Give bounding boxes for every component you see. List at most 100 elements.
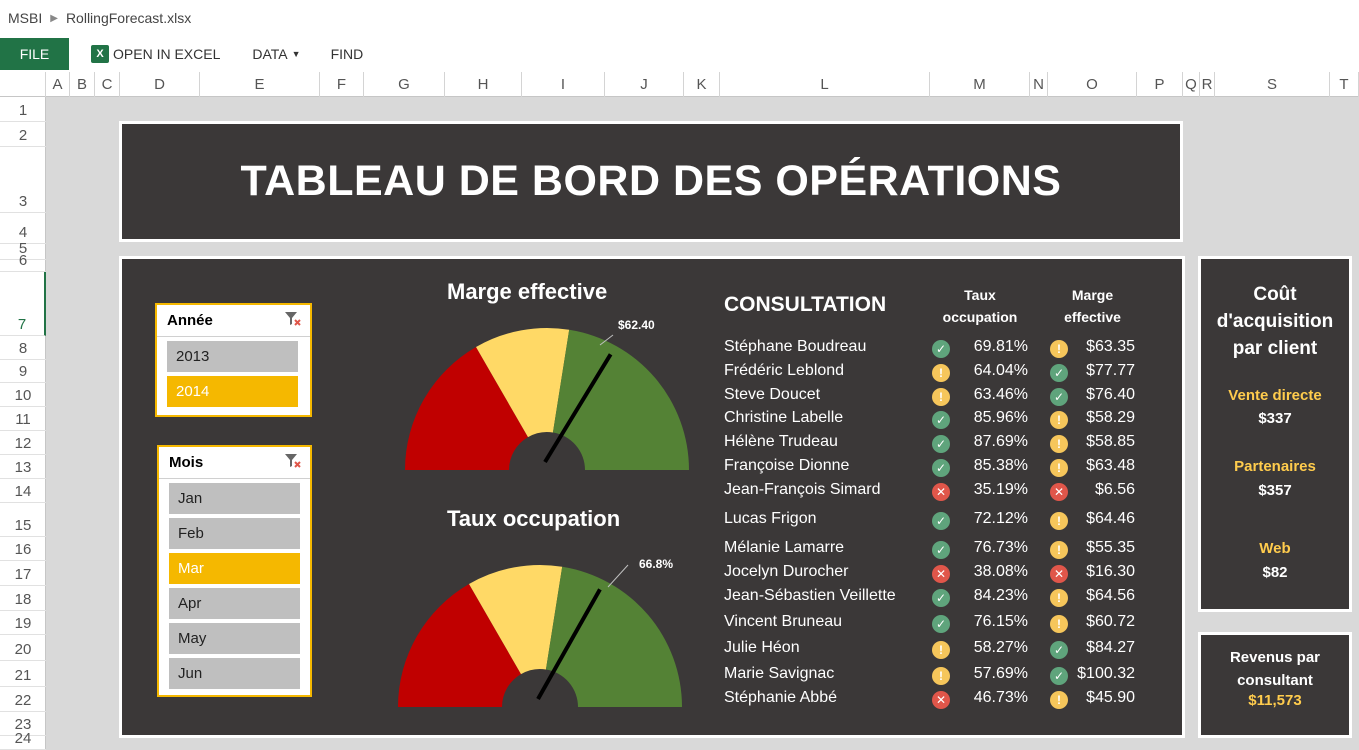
consultation-row: Hélène Trudeau ✓ 87.69%! $58.85 [724, 433, 1144, 455]
consultation-row: Julie Héon! 58.27% ✓ $84.27 [724, 639, 1144, 661]
slicer-mois-item[interactable]: May [169, 623, 300, 654]
revenue-title-line1: Revenus par [1229, 649, 1321, 666]
data-menu-button[interactable]: DATA ▼ [252, 46, 300, 62]
exclamation-circle-icon: ! [1050, 340, 1068, 358]
slicer-annee-title: Année [167, 312, 213, 329]
taux-value: 72.12% [973, 510, 1028, 527]
taux-value: 35.19% [973, 481, 1028, 498]
row-header-24[interactable]: 24 [0, 730, 46, 750]
col-header-taux-line2: occupation [942, 309, 1018, 325]
consultant-name: Mélanie Lamarre [724, 539, 845, 556]
row-header-3[interactable]: 3 [0, 147, 46, 213]
column-header-l[interactable]: L [720, 72, 930, 97]
row-header-7[interactable]: 7 [0, 272, 46, 336]
column-header-o[interactable]: O [1048, 72, 1137, 97]
cost-title-line2: d'acquisition [1216, 311, 1334, 332]
clear-filter-icon[interactable] [284, 310, 302, 332]
slicer-mois-header: Mois [159, 447, 310, 479]
column-header-g[interactable]: G [364, 72, 445, 97]
check-circle-icon: ✓ [1050, 388, 1068, 406]
consultant-name: Stéphanie Abbé [724, 689, 837, 706]
row-header-5[interactable]: 5 [0, 240, 46, 260]
column-header-m[interactable]: M [930, 72, 1030, 97]
column-header-h[interactable]: H [445, 72, 522, 97]
column-header-i[interactable]: I [522, 72, 605, 97]
row-header-14[interactable]: 14 [0, 479, 46, 503]
slicer-annee: Année 2013 2014 [155, 303, 312, 417]
column-header-q[interactable]: Q [1183, 72, 1200, 97]
slicer-annee-item[interactable]: 2013 [167, 341, 298, 372]
exclamation-circle-icon: ! [1050, 459, 1068, 477]
column-header-f[interactable]: F [320, 72, 364, 97]
column-header-b[interactable]: B [70, 72, 95, 97]
row-header-19[interactable]: 19 [0, 611, 46, 635]
col-header-taux-line1: Taux [964, 287, 996, 303]
revenue-panel: Revenus par consultant $11,573 [1198, 632, 1352, 738]
row-header-8[interactable]: 8 [0, 336, 46, 360]
revenue-value: $11,573 [1248, 692, 1302, 709]
row-header-20[interactable]: 20 [0, 635, 46, 661]
slicer-mois-item[interactable]: Jan [169, 483, 300, 514]
breadcrumb-file[interactable]: RollingForecast.xlsx [65, 10, 192, 26]
column-header-a[interactable]: A [46, 72, 70, 97]
row-header-6[interactable]: 6 [0, 252, 46, 272]
slicer-mois: Mois Jan Feb Mar Apr May Jun [157, 445, 312, 697]
row-header-10[interactable]: 10 [0, 383, 46, 407]
file-button[interactable]: FILE [0, 38, 69, 70]
cost-label-partenaires: Partenaires [1234, 458, 1316, 475]
row-header-12[interactable]: 12 [0, 431, 46, 455]
column-header-r[interactable]: R [1200, 72, 1215, 97]
find-button[interactable]: FIND [331, 46, 364, 62]
excel-icon: X [91, 45, 109, 63]
exclamation-circle-icon: ! [932, 388, 950, 406]
check-circle-icon: ✓ [932, 459, 950, 477]
row-header-2[interactable]: 2 [0, 122, 46, 147]
consultation-row: Françoise Dionne ✓ 85.38%! $63.48 [724, 457, 1144, 479]
column-header-p[interactable]: P [1137, 72, 1183, 97]
breadcrumb-root[interactable]: MSBI [8, 10, 43, 26]
slicer-mois-item[interactable]: Feb [169, 518, 300, 549]
consultant-name: Steve Doucet [724, 386, 821, 403]
row-header-15[interactable]: 15 [0, 503, 46, 537]
slicer-mois-item[interactable]: Jun [169, 658, 300, 689]
taux-value: 76.15% [973, 613, 1028, 630]
taux-value: 76.73% [973, 539, 1028, 556]
slicer-mois-item[interactable]: Apr [169, 588, 300, 619]
find-label: FIND [330, 46, 364, 62]
column-header-n[interactable]: N [1030, 72, 1048, 97]
row-header-21[interactable]: 21 [0, 661, 46, 687]
slicer-annee-item-selected[interactable]: 2014 [167, 376, 298, 407]
row-header-17[interactable]: 17 [0, 561, 46, 586]
column-header-t[interactable]: T [1330, 72, 1359, 97]
exclamation-circle-icon: ! [1050, 691, 1068, 709]
column-header-j[interactable]: J [605, 72, 684, 97]
marge-value: $58.85 [1086, 433, 1135, 450]
row-header-18[interactable]: 18 [0, 586, 46, 611]
consultation-row: Steve Doucet! 63.46% ✓ $76.40 [724, 386, 1144, 408]
row-header-13[interactable]: 13 [0, 455, 46, 479]
row-header-4[interactable]: 4 [0, 213, 46, 244]
row-header-23[interactable]: 23 [0, 712, 46, 736]
slicer-annee-header: Année [157, 305, 310, 337]
check-circle-icon: ✓ [932, 589, 950, 607]
column-header-k[interactable]: K [684, 72, 720, 97]
row-header-9[interactable]: 9 [0, 360, 46, 383]
slicer-mois-item-selected[interactable]: Mar [169, 553, 300, 584]
row-header-16[interactable]: 16 [0, 537, 46, 561]
x-circle-icon: ✕ [1050, 483, 1068, 501]
marge-value: $100.32 [1077, 665, 1135, 682]
row-header-1[interactable]: 1 [0, 97, 46, 122]
consultation-row: Frédéric Leblond! 64.04% ✓ $77.77 [724, 362, 1144, 384]
clear-filter-icon[interactable] [284, 452, 302, 474]
column-header-c[interactable]: C [95, 72, 120, 97]
select-all-corner[interactable] [0, 72, 46, 97]
taux-value: 84.23% [973, 587, 1028, 604]
row-header-22[interactable]: 22 [0, 687, 46, 712]
column-header-s[interactable]: S [1215, 72, 1330, 97]
column-header-d[interactable]: D [120, 72, 200, 97]
consultant-name: Stéphane Boudreau [724, 338, 867, 355]
column-header-e[interactable]: E [200, 72, 320, 97]
row-header-11[interactable]: 11 [0, 407, 46, 431]
open-in-excel-button[interactable]: X OPEN IN EXCEL [91, 45, 220, 63]
exclamation-circle-icon: ! [1050, 589, 1068, 607]
